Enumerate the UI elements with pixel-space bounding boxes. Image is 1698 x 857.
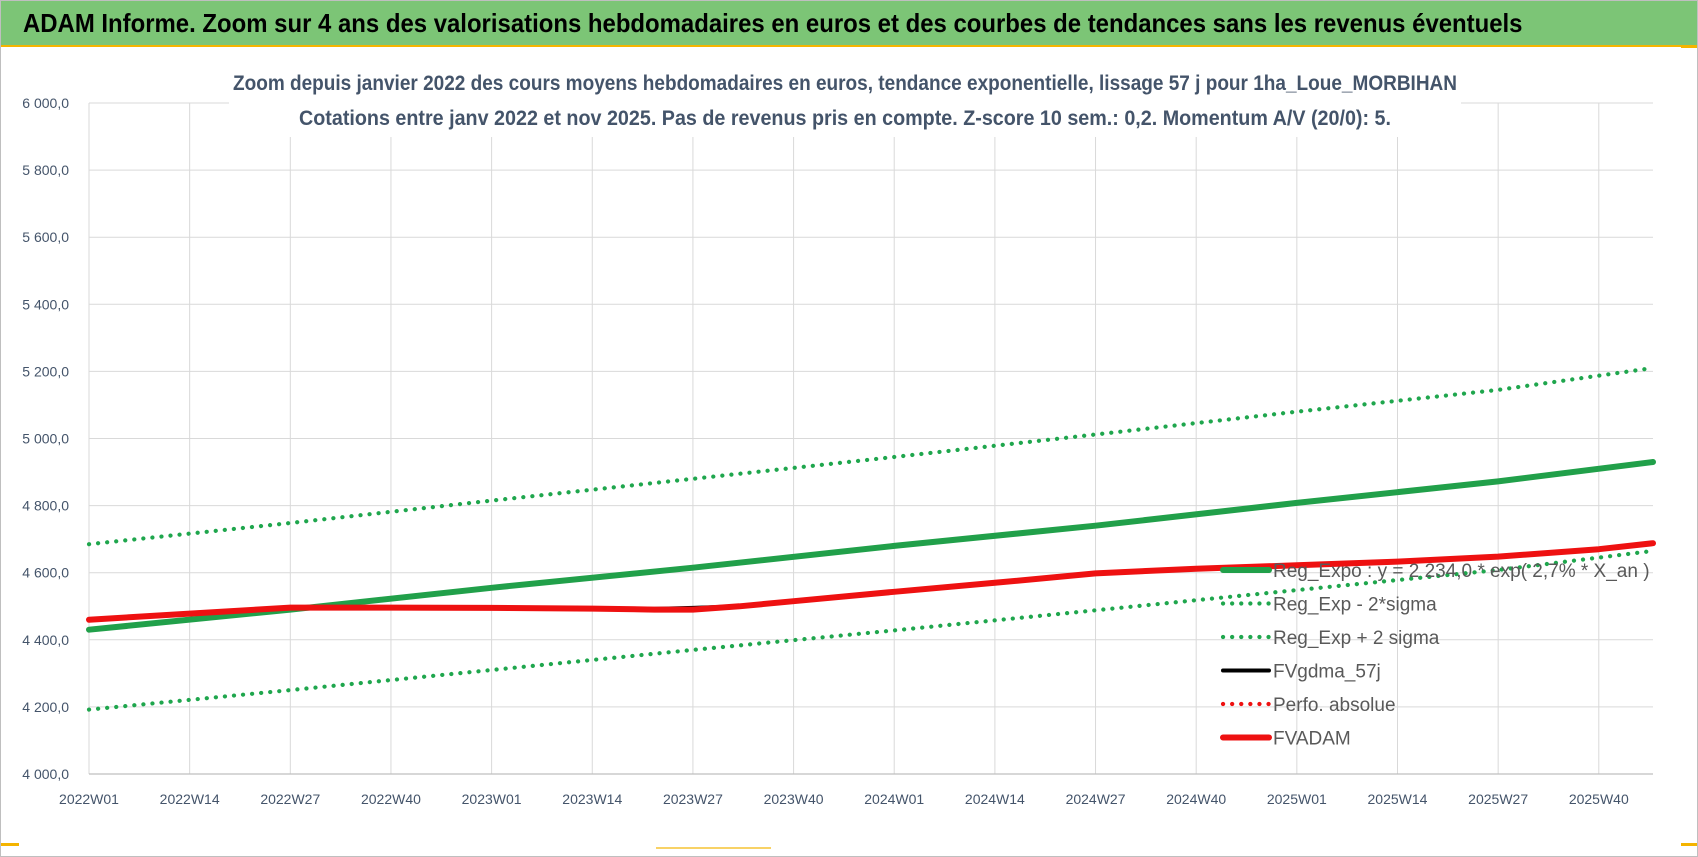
y-tick-label: 4 200,0	[22, 699, 69, 715]
chart-title: Zoom depuis janvier 2022 des cours moyen…	[233, 72, 1457, 95]
x-tick-label: 2024W40	[1166, 791, 1226, 807]
y-tick-label: 4 800,0	[22, 498, 69, 514]
grid-lines	[88, 102, 1653, 775]
y-tick-label: 5 000,0	[22, 431, 69, 447]
x-tick-label: 2025W01	[1267, 791, 1327, 807]
x-tick-label: 2025W40	[1569, 791, 1629, 807]
report-banner: ADAM Informe. Zoom sur 4 ans des valoris…	[1, 1, 1697, 47]
y-tick-label: 4 000,0	[22, 766, 69, 782]
y-tick-label: 4 400,0	[22, 632, 69, 648]
x-tick-label: 2025W27	[1468, 791, 1528, 807]
report-title: ADAM Informe. Zoom sur 4 ans des valoris…	[23, 8, 1523, 38]
y-tick-label: 5 800,0	[22, 162, 69, 178]
y-tick-label: 5 200,0	[22, 363, 69, 379]
legend: Reg_Expo : y = 2 234,0 * exp( 2,7% * X_a…	[1220, 561, 1650, 750]
y-tick-label: 5 400,0	[22, 296, 69, 312]
series-line-5	[86, 540, 1656, 623]
y-tick-label: 6 000,0	[22, 95, 69, 111]
legend-label-0: Reg_Expo : y = 2 234,0 * exp( 2,7% * X_a…	[1273, 561, 1650, 582]
x-tick-label: 2024W01	[864, 791, 924, 807]
x-tick-label: 2023W40	[764, 791, 824, 807]
legend-label-4: Perfo. absolue	[1273, 695, 1396, 716]
x-tick-label: 2022W27	[260, 791, 320, 807]
y-axis-ticks: 4 000,0 4 200,0 4 400,0 4 600,0 4 800,0 5 000…	[22, 95, 69, 782]
legend-label-3: FVgdma_57j	[1273, 662, 1381, 683]
corner-mark-right	[1681, 843, 1697, 846]
x-tick-label: 2023W14	[562, 791, 622, 807]
x-tick-label: 2023W27	[663, 791, 723, 807]
y-tick-label: 5 600,0	[22, 229, 69, 245]
x-tick-label: 2024W27	[1066, 791, 1126, 807]
x-tick-label: 2022W40	[361, 791, 421, 807]
chart-title-block: Zoom depuis janvier 2022 des cours moyen…	[229, 63, 1461, 137]
x-tick-label: 2024W14	[965, 791, 1025, 807]
x-tick-label: 2022W14	[160, 791, 220, 807]
series-line-2	[86, 365, 1656, 547]
legend-label-1: Reg_Exp - 2*sigma	[1273, 595, 1437, 616]
x-tick-label: 2022W01	[59, 791, 119, 807]
x-axis-ticks: 2022W01 2022W14 2022W27 2022W40 2023W01 2023W…	[59, 791, 1629, 807]
series-line-0	[86, 459, 1656, 633]
corner-mark-top-right	[1681, 45, 1697, 48]
bottom-accent	[656, 847, 771, 849]
chart-subtitle: Cotations entre janv 2022 et nov 2025. P…	[299, 107, 1391, 130]
series-line-1	[86, 548, 1656, 712]
corner-mark-left	[1, 843, 19, 846]
series-lines	[86, 365, 1656, 712]
y-tick-label: 4 600,0	[22, 565, 69, 581]
x-tick-label: 2025W14	[1368, 791, 1428, 807]
legend-label-2: Reg_Exp + 2 sigma	[1273, 628, 1440, 649]
x-tick-label: 2023W01	[462, 791, 522, 807]
legend-label-5: FVADAM	[1273, 729, 1351, 750]
